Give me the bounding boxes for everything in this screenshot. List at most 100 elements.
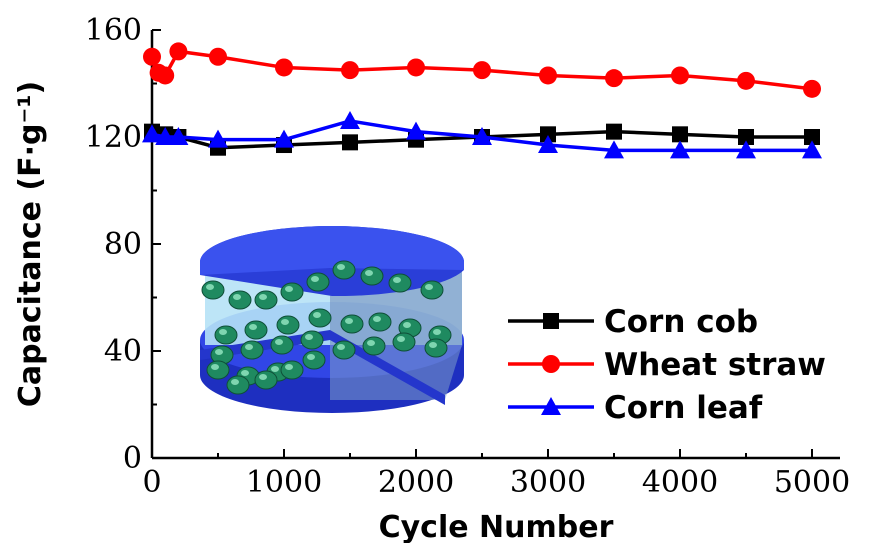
series-layer bbox=[142, 42, 822, 159]
particle bbox=[280, 360, 304, 380]
series-wheat-straw bbox=[143, 42, 821, 98]
particle-highlight bbox=[233, 294, 241, 300]
data-point bbox=[738, 129, 754, 145]
data-point bbox=[275, 58, 293, 77]
particle bbox=[362, 336, 386, 356]
particle-highlight bbox=[249, 324, 257, 330]
particle bbox=[214, 325, 238, 345]
legend-item: Wheat straw bbox=[508, 347, 826, 383]
legend-label: Corn leaf bbox=[604, 390, 763, 426]
particle bbox=[244, 320, 268, 340]
x-tick-label: 1000 bbox=[246, 465, 322, 500]
particle-highlight bbox=[425, 284, 433, 290]
particle-highlight bbox=[345, 318, 353, 324]
data-point bbox=[407, 58, 425, 77]
particle-highlight bbox=[367, 340, 375, 346]
data-point bbox=[736, 140, 756, 159]
data-point bbox=[803, 79, 821, 98]
particle-highlight bbox=[307, 354, 315, 360]
particle-highlight bbox=[433, 329, 441, 335]
legend-item: Corn leaf bbox=[508, 390, 763, 426]
particle-highlight bbox=[219, 329, 227, 335]
particle bbox=[300, 330, 324, 350]
data-point bbox=[671, 66, 689, 85]
data-point bbox=[143, 47, 161, 66]
data-point bbox=[472, 127, 492, 145]
data-point bbox=[209, 47, 227, 66]
particle-highlight bbox=[285, 364, 293, 370]
particle bbox=[240, 340, 264, 360]
particle-highlight bbox=[259, 294, 267, 300]
data-point bbox=[804, 129, 820, 145]
particle-highlight bbox=[231, 379, 239, 385]
x-tick-label: 0 bbox=[142, 465, 161, 500]
data-point bbox=[670, 140, 690, 159]
particle bbox=[254, 290, 278, 310]
data-point bbox=[802, 140, 822, 159]
particle-highlight bbox=[206, 284, 214, 290]
particle bbox=[308, 308, 332, 328]
particle-highlight bbox=[393, 277, 401, 283]
x-tick-label: 4000 bbox=[642, 465, 718, 500]
data-point bbox=[142, 124, 162, 143]
particle bbox=[332, 260, 356, 280]
particle-highlight bbox=[215, 349, 223, 355]
particle bbox=[302, 350, 326, 370]
y-tick-label: 0 bbox=[123, 441, 142, 476]
particle-highlight bbox=[429, 342, 437, 348]
data-point bbox=[406, 121, 426, 140]
particle-highlight bbox=[397, 336, 405, 342]
y-ticks: 0 40 80 120 160 bbox=[85, 13, 161, 476]
particle-highlight bbox=[285, 286, 293, 292]
data-point bbox=[473, 61, 491, 80]
legend-label: Wheat straw bbox=[604, 347, 826, 383]
particle-highlight bbox=[311, 276, 319, 282]
particle-highlight bbox=[337, 264, 345, 270]
particle-highlight bbox=[245, 344, 253, 350]
particle bbox=[332, 340, 356, 360]
particles bbox=[201, 260, 452, 395]
particle bbox=[206, 360, 230, 380]
data-point bbox=[605, 69, 623, 88]
particle-highlight bbox=[337, 344, 345, 350]
y-tick-label: 80 bbox=[104, 227, 142, 262]
data-point bbox=[606, 123, 622, 140]
particle-highlight bbox=[281, 319, 289, 325]
y-tick-label: 160 bbox=[85, 13, 142, 48]
data-point bbox=[543, 313, 559, 329]
particle bbox=[388, 273, 412, 293]
particle-highlight bbox=[259, 374, 267, 380]
series-corn-leaf bbox=[142, 110, 822, 159]
data-point bbox=[155, 127, 176, 145]
particle-highlight bbox=[271, 366, 279, 372]
particle bbox=[368, 312, 392, 332]
data-point bbox=[539, 66, 557, 85]
x-ticks: 0 1000 2000 3000 4000 5000 bbox=[142, 449, 850, 500]
legend-label: Corn cob bbox=[604, 304, 758, 340]
data-point bbox=[672, 126, 688, 143]
particle bbox=[276, 315, 300, 335]
particle-highlight bbox=[241, 370, 249, 376]
legend: Corn cob Wheat straw Corn leaf bbox=[508, 304, 826, 426]
data-point bbox=[542, 355, 560, 373]
particle-highlight bbox=[275, 339, 283, 345]
y-tick-label: 120 bbox=[85, 120, 142, 155]
particle-highlight bbox=[211, 364, 219, 370]
particle bbox=[228, 290, 252, 310]
particle bbox=[392, 332, 416, 352]
data-point bbox=[208, 129, 228, 148]
data-point bbox=[169, 42, 188, 61]
data-point bbox=[538, 135, 558, 154]
particle bbox=[424, 338, 448, 358]
data-point bbox=[340, 110, 360, 129]
x-tick-label: 3000 bbox=[510, 465, 586, 500]
data-point bbox=[541, 397, 561, 415]
particle bbox=[270, 335, 294, 355]
data-point bbox=[168, 127, 189, 145]
y-axis-title: Capacitance (F·g⁻¹) bbox=[13, 81, 48, 407]
x-tick-label: 2000 bbox=[378, 465, 454, 500]
particle bbox=[306, 272, 330, 292]
data-point bbox=[737, 71, 755, 90]
legend-item: Corn cob bbox=[508, 304, 758, 340]
